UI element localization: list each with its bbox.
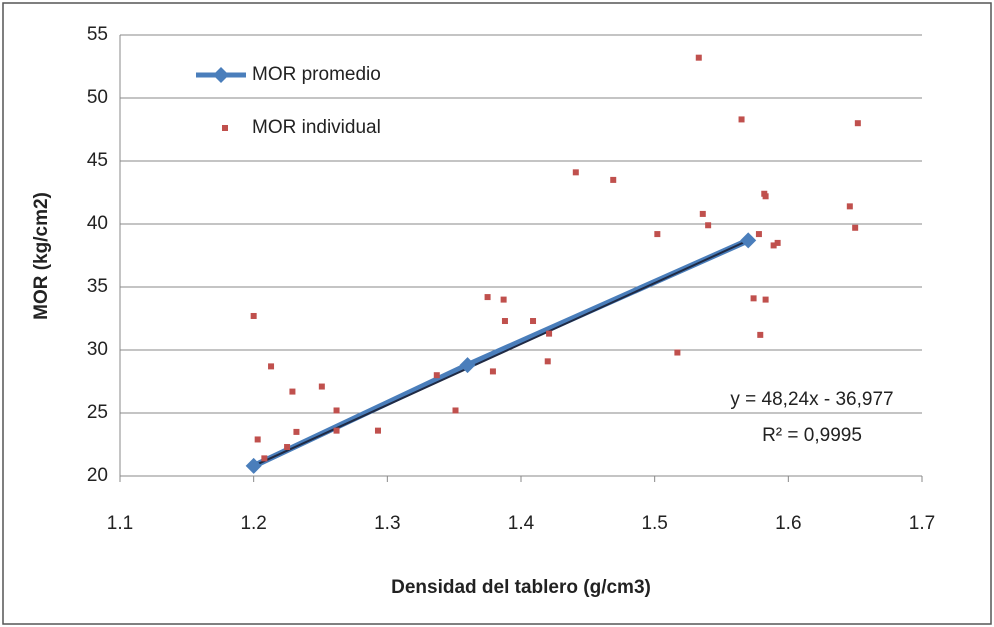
- point: [433, 372, 440, 379]
- point: [654, 231, 661, 238]
- point: [268, 363, 275, 370]
- x-tick-label: 1.4: [508, 513, 535, 534]
- x-tick-label: 1.3: [374, 513, 400, 534]
- point: [757, 331, 764, 338]
- x-tick-label: 1.1: [107, 513, 133, 534]
- line-marker: [245, 457, 262, 474]
- point: [546, 330, 553, 337]
- point: [333, 427, 340, 434]
- line-marker: [459, 357, 476, 374]
- point: [293, 428, 300, 435]
- point: [770, 242, 777, 249]
- point: [572, 169, 579, 176]
- x-tick-label: 1.2: [240, 513, 266, 534]
- legend-label: MOR individual: [252, 117, 381, 138]
- y-tick-label: 45: [87, 150, 108, 171]
- point: [374, 427, 381, 434]
- point: [250, 312, 257, 319]
- point: [854, 120, 861, 127]
- point: [738, 116, 745, 123]
- point: [705, 222, 712, 229]
- x-tick-label: 1.7: [909, 513, 935, 534]
- point: [501, 318, 508, 325]
- y-tick-label: 40: [87, 213, 108, 234]
- point: [489, 368, 496, 375]
- point: [755, 231, 762, 238]
- point: [762, 193, 769, 200]
- trend-r2: R² = 0,9995: [762, 425, 862, 446]
- x-tick-label: 1.5: [641, 513, 667, 534]
- legend-label: MOR promedio: [252, 64, 381, 85]
- point: [289, 388, 296, 395]
- line-marker: [740, 232, 757, 249]
- point: [774, 239, 781, 246]
- point: [530, 318, 537, 325]
- point: [254, 436, 261, 443]
- legend-marker: [222, 125, 228, 131]
- y-tick-label: 50: [87, 87, 108, 108]
- point: [695, 54, 702, 61]
- trend-equation: y = 48,24x - 36,977: [730, 389, 893, 410]
- point: [750, 295, 757, 302]
- point: [284, 444, 291, 451]
- point: [333, 407, 340, 414]
- x-axis-title: Densidad del tablero (g/cm3): [391, 577, 651, 598]
- y-tick-label: 35: [87, 276, 108, 297]
- y-axis-title: MOR (kg/cm2): [31, 192, 52, 320]
- y-tick-label: 30: [87, 339, 108, 360]
- point: [762, 296, 769, 303]
- point: [544, 358, 551, 365]
- point: [610, 176, 617, 183]
- point: [484, 294, 491, 301]
- y-tick-label: 55: [87, 24, 108, 45]
- y-tick-label: 25: [87, 402, 108, 423]
- point: [674, 349, 681, 356]
- point: [852, 224, 859, 231]
- point: [318, 383, 325, 390]
- point: [846, 203, 853, 210]
- x-tick-label: 1.6: [775, 513, 801, 534]
- y-tick-label: 20: [87, 465, 108, 486]
- point: [261, 455, 268, 462]
- point: [500, 296, 507, 303]
- point: [452, 407, 459, 414]
- point: [699, 210, 706, 217]
- legend-marker: [213, 67, 229, 83]
